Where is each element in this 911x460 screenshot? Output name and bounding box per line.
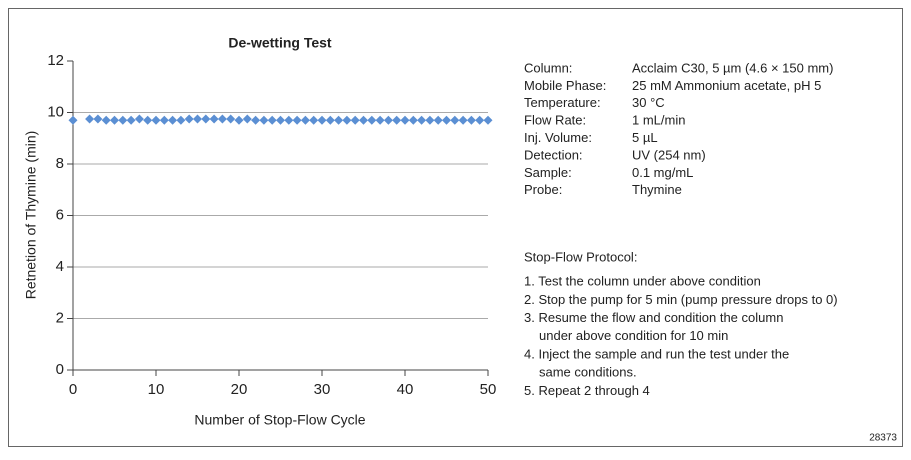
data-point	[392, 115, 402, 125]
data-point	[168, 115, 178, 125]
data-point	[350, 115, 360, 125]
data-point	[209, 114, 219, 124]
data-point	[217, 114, 227, 124]
y-tick-label: 4	[56, 258, 64, 275]
data-point	[450, 115, 460, 125]
protocol-step: under above condition for 10 min	[539, 328, 728, 343]
protocol-step: 4. Inject the sample and run the test un…	[524, 346, 789, 361]
data-point	[193, 114, 202, 124]
data-point	[325, 115, 335, 125]
data-point	[475, 115, 485, 125]
protocol-step: 2. Stop the pump for 5 min (pump pressur…	[524, 292, 838, 307]
condition-label: Detection:	[524, 147, 583, 162]
data-point	[267, 115, 277, 125]
data-point	[367, 115, 377, 125]
data-point	[226, 114, 236, 124]
data-point	[342, 115, 352, 125]
condition-label: Sample:	[524, 165, 572, 180]
data-point	[143, 115, 153, 125]
protocol-step: same conditions.	[539, 365, 637, 380]
condition-label: Mobile Phase:	[524, 78, 606, 93]
condition-value: 30 °C	[632, 95, 665, 110]
data-point	[85, 114, 95, 124]
data-point	[276, 115, 285, 125]
y-tick-label: 6	[56, 206, 64, 223]
data-point	[176, 115, 186, 125]
data-point	[383, 115, 393, 125]
condition-value: Thymine	[632, 182, 682, 197]
x-tick-label: 10	[148, 381, 165, 398]
y-axis-label: Retnetion of Thymine (min)	[23, 131, 39, 300]
condition-value: 25 mM Ammonium acetate, pH 5	[632, 78, 821, 93]
y-tick-label: 8	[56, 155, 64, 172]
data-point	[375, 115, 385, 125]
data-point	[151, 115, 161, 125]
y-tick-label: 12	[47, 52, 64, 69]
condition-label: Column:	[524, 60, 572, 75]
data-point	[251, 115, 261, 125]
data-point	[400, 115, 410, 125]
x-tick-label: 0	[69, 381, 77, 398]
data-point	[118, 115, 128, 125]
data-point	[201, 114, 211, 124]
condition-value: 1 mL/min	[632, 113, 685, 128]
frame	[8, 8, 903, 447]
data-point	[184, 114, 194, 124]
protocol-title: Stop-Flow Protocol:	[524, 249, 637, 264]
data-point	[234, 115, 244, 125]
data-point	[408, 115, 418, 125]
data-point	[259, 115, 269, 125]
condition-value: UV (254 nm)	[632, 147, 706, 162]
x-tick-label: 50	[480, 381, 497, 398]
data-point	[284, 115, 294, 125]
x-axis-label: Number of Stop-Flow Cycle	[194, 412, 365, 428]
condition-value: Acclaim C30, 5 µm (4.6 × 150 mm)	[632, 60, 833, 75]
y-tick-label: 0	[56, 361, 64, 378]
condition-label: Temperature:	[524, 95, 601, 110]
condition-label: Probe:	[524, 182, 562, 197]
data-point	[93, 114, 103, 124]
data-point	[292, 115, 302, 125]
data-point	[242, 114, 252, 124]
protocol-step: 5. Repeat 2 through 4	[524, 383, 650, 398]
y-tick-label: 10	[47, 103, 64, 120]
data-point	[126, 115, 136, 125]
data-point	[317, 115, 327, 125]
data-point	[159, 115, 169, 125]
condition-value: 0.1 mg/mL	[632, 165, 693, 180]
data-point	[458, 115, 468, 125]
data-point	[442, 115, 451, 125]
x-tick-label: 30	[314, 381, 331, 398]
data-point	[334, 115, 344, 125]
data-point	[68, 115, 78, 125]
data-point	[134, 114, 144, 124]
data-point	[417, 115, 427, 125]
condition-label: Flow Rate:	[524, 113, 586, 128]
data-point	[483, 115, 493, 125]
figure-id: 28373	[869, 433, 897, 444]
protocol-step: 3. Resume the flow and condition the col…	[524, 310, 783, 325]
data-point	[300, 115, 310, 125]
data-point	[309, 115, 319, 125]
data-point	[101, 115, 111, 125]
x-tick-label: 40	[397, 381, 414, 398]
condition-value: 5 µL	[632, 130, 658, 145]
condition-label: Inj. Volume:	[524, 130, 592, 145]
x-tick-label: 20	[231, 381, 248, 398]
data-point	[466, 115, 476, 125]
data-point	[110, 115, 119, 125]
chart-title: De-wetting Test	[228, 35, 332, 51]
protocol-step: 1. Test the column under above condition	[524, 274, 761, 289]
data-point	[425, 115, 435, 125]
data-point	[359, 115, 368, 125]
y-tick-label: 2	[56, 309, 64, 326]
data-point	[433, 115, 443, 125]
